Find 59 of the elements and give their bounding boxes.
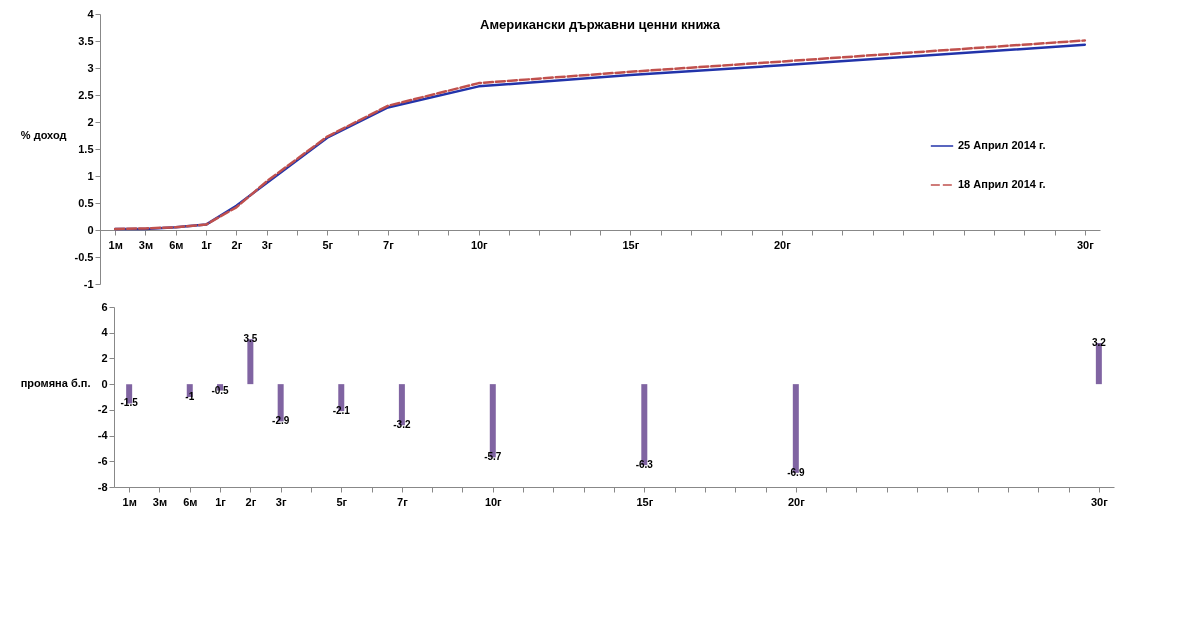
- x-tick-label: 20г: [787, 495, 806, 508]
- y-tick-label: 4: [87, 7, 95, 20]
- x-tick-label: 10г: [484, 495, 503, 508]
- data-label: -2.1: [332, 405, 351, 417]
- data-label: -1.5: [120, 397, 139, 409]
- data-label: -6.9: [787, 466, 805, 478]
- y-tick-label: 2: [87, 115, 94, 128]
- data-label: 3.5: [243, 333, 258, 345]
- data-label: -6.3: [635, 459, 654, 471]
- x-tick-label: 15г: [636, 495, 654, 508]
- x-tick-label: 30г: [1090, 495, 1109, 508]
- x-tick-label: 15г: [622, 238, 640, 251]
- y-axis-title: % доход: [20, 129, 67, 142]
- x-tick-label: 3г: [275, 495, 287, 508]
- x-tick-label: 3м: [152, 495, 168, 508]
- y-tick-label: -2: [97, 403, 108, 416]
- x-tick-label: 3м: [138, 238, 154, 251]
- x-tick-label: 2г: [245, 495, 257, 508]
- data-label: -2.9: [272, 415, 290, 427]
- data-label: -1: [185, 391, 195, 402]
- x-tick-label: 7г: [397, 495, 409, 508]
- x-tick-label: 30г: [1076, 238, 1095, 251]
- legend-label: 25 Април 2014 г.: [958, 139, 1046, 151]
- x-tick-label: 6м: [183, 495, 198, 508]
- y-tick-label: 0.5: [78, 196, 94, 209]
- y-tick-label: -4: [97, 429, 109, 442]
- y-axis-title: промяна б.п.: [20, 376, 91, 389]
- y-tick-label: 0: [101, 377, 108, 390]
- x-tick-label: 5г: [336, 495, 348, 508]
- y-tick-label: 1.5: [78, 142, 94, 155]
- x-tick-label: 1м: [108, 238, 123, 251]
- x-tick-label: 7г: [383, 238, 395, 251]
- data-label: -5.7: [484, 451, 502, 463]
- data-label: -3.2: [393, 419, 411, 431]
- y-tick-label: -0.5: [74, 250, 94, 263]
- x-tick-label: 6м: [169, 238, 184, 251]
- y-tick-label: 3.5: [78, 34, 94, 47]
- x-tick-label: 1г: [215, 495, 227, 508]
- x-tick-label: 10г: [470, 238, 489, 251]
- x-tick-label: 1м: [122, 495, 137, 508]
- y-tick-label: 1: [87, 169, 94, 182]
- y-tick-label: 2: [101, 351, 108, 364]
- x-tick-label: 2г: [231, 238, 243, 251]
- x-tick-label: 3г: [261, 238, 273, 251]
- y-tick-label: -8: [97, 480, 108, 493]
- y-tick-label: -1: [83, 277, 94, 290]
- chart-title: Американски държавни ценни книжа: [480, 17, 721, 32]
- legend-label: 18 Април 2014 г.: [958, 178, 1046, 190]
- y-tick-label: 2.5: [78, 88, 94, 101]
- x-tick-label: 5г: [322, 238, 334, 251]
- y-tick-label: 0: [87, 223, 94, 236]
- y-tick-label: 3: [87, 61, 94, 74]
- x-tick-label: 1г: [201, 238, 213, 251]
- y-tick-label: -6: [97, 454, 108, 467]
- y-tick-label: 4: [101, 326, 109, 339]
- x-tick-label: 20г: [773, 238, 792, 251]
- data-label: -0.5: [211, 384, 230, 396]
- data-label: 3.2: [1091, 337, 1107, 348]
- y-tick-label: 6: [101, 300, 108, 313]
